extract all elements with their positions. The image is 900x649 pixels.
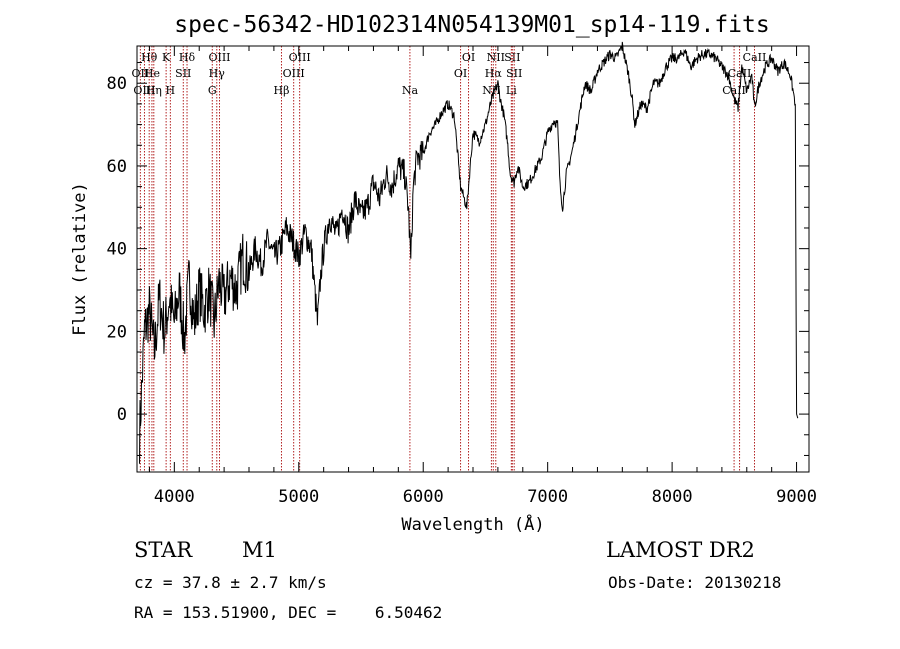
spectral-line-label: CaII [743,51,767,64]
spectral-line-label: OI [454,67,467,80]
spectral-line-label: He [144,67,160,80]
plot-frame [136,45,810,473]
spectral-line-label: SII [506,67,522,80]
spectral-line-label: Hγ [209,67,226,80]
spectral-line-label: CaII [728,67,752,80]
spectral-line-label: Na [402,84,419,97]
spectral-line-label: H [166,84,176,97]
spectral-line-label: Hδ [179,51,196,64]
y-tick-label: 0 [117,405,127,425]
x-tick-label: 4000 [154,487,195,507]
redshift-readout: cz = 37.8 ± 2.7 km/s [134,573,327,592]
spectral-line-label: SII [175,67,191,80]
y-tick-label: 60 [107,157,127,177]
spectral-line-label: G [208,84,217,97]
spectral-line-label: Hθ [141,51,158,64]
x-tick-label: 6000 [403,487,444,507]
x-tick-label: 7000 [527,487,568,507]
spectral-line-label: OI [462,51,475,64]
spectral-line-label: OIII [289,51,311,64]
y-tick-label: 40 [107,240,127,260]
spectral-line-label: OIII [208,51,230,64]
spectral-line-label: OIII [133,84,155,97]
spectral-line-label: OIII [283,67,305,80]
spectral-line-label: Hα [485,67,503,80]
spectral-line-label: SII [504,51,520,64]
spectral-line-label: Hβ [274,84,290,97]
x-tick-label: 5000 [278,487,319,507]
x-axis-label: Wavelength (Å) [401,513,544,535]
x-tick-label: 9000 [776,487,817,507]
spectral-line-label: CaII [722,84,746,97]
y-tick-label: 80 [107,74,127,94]
object-subclass: M1 [242,538,277,562]
spectral-line-label: K [162,51,171,64]
spectrum-series-line [139,41,799,464]
spectral-line-label: Li [506,84,517,97]
object-class: STAR [134,538,193,562]
spectral-line-label: NII [487,51,505,64]
y-tick-label: 20 [107,322,127,342]
x-tick-label: 8000 [652,487,693,507]
observation-date: Obs-Date: 20130218 [608,573,782,592]
coordinates: RA = 153.51900, DEC = 6.50462 [134,603,443,622]
y-axis-label: Flux (relative) [70,182,90,336]
spectral-line-label: Hη [146,84,162,97]
survey-name: LAMOST DR2 [606,538,755,562]
chart-title: spec-56342-HD102314N054139M01_sp14-119.f… [174,12,769,38]
